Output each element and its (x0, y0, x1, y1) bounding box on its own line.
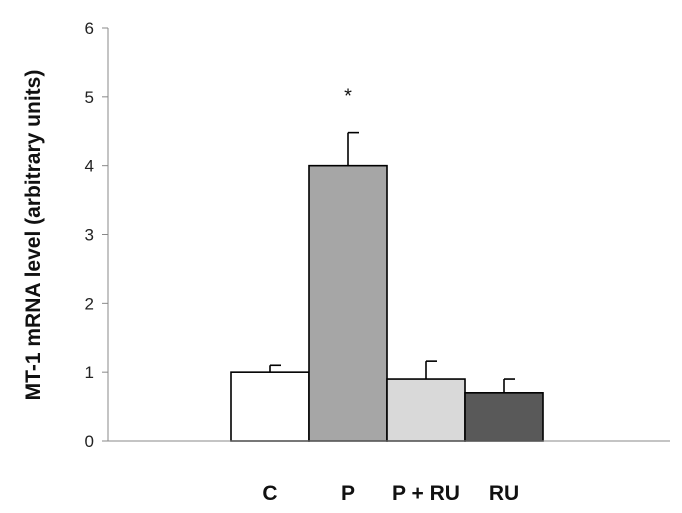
error-bars (269, 131, 515, 393)
bar-3 (386, 378, 466, 442)
y-tick-label: 3 (85, 226, 94, 245)
category-labels: C P P + RU RU (262, 482, 519, 505)
bars (230, 164, 544, 442)
y-tick-label: 6 (85, 19, 94, 38)
y-axis-title: MT-1 mRNA level (arbitrary units) (22, 70, 45, 401)
bar-4 (464, 392, 544, 442)
y-axis-ticks: 0 1 2 3 4 5 6 (85, 19, 108, 451)
category-label: C (262, 482, 277, 505)
significance-asterisk: * (344, 86, 352, 108)
y-tick-label: 5 (85, 88, 94, 107)
category-label: P + RU (392, 482, 460, 505)
bar-1 (230, 371, 310, 442)
y-tick-label: 2 (85, 294, 94, 313)
y-tick-label: 0 (85, 432, 94, 451)
y-tick-label: 1 (85, 363, 94, 382)
category-label: P (341, 482, 355, 505)
annotations: * (344, 86, 352, 108)
category-label: RU (489, 482, 519, 505)
bar-2 (308, 164, 388, 442)
y-tick-label: 4 (85, 157, 94, 176)
